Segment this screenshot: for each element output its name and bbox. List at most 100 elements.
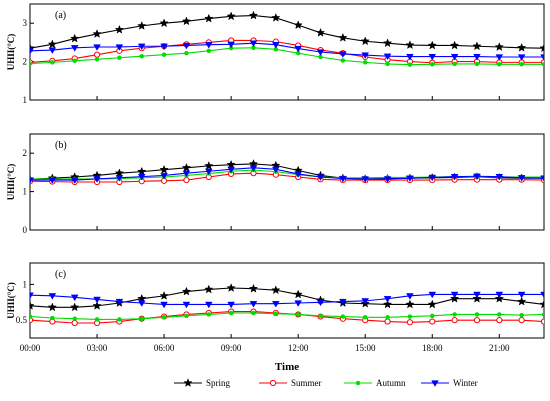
- data-point-winter: [294, 45, 303, 53]
- data-point-winter: [204, 168, 213, 176]
- data-point-winter: [428, 53, 437, 61]
- data-point-winter: [517, 175, 526, 182]
- data-point-winter: [406, 53, 414, 61]
- data-point-autumn: [139, 316, 144, 321]
- data-point-winter: [93, 296, 101, 304]
- data-point-winter: [227, 301, 235, 309]
- data-point-spring: [181, 162, 192, 172]
- data-point-winter: [473, 291, 481, 299]
- data-point-spring: [293, 289, 303, 299]
- data-point-autumn: [430, 313, 435, 319]
- data-point-spring: [293, 20, 303, 30]
- data-point-winter: [361, 298, 370, 305]
- y-axis-label: UHII(°C): [6, 282, 16, 319]
- data-point-winter: [339, 298, 347, 306]
- data-point-winter: [249, 301, 258, 308]
- data-point-summer: [429, 318, 436, 325]
- legend-item-spring: Spring: [174, 378, 231, 388]
- data-point-spring: [315, 27, 326, 37]
- series-group: [30, 10, 544, 67]
- series-line-winter: [30, 167, 544, 181]
- data-point-winter: [93, 176, 101, 183]
- data-point-spring: [92, 300, 102, 310]
- data-point-autumn: [385, 61, 390, 67]
- data-point-summer: [406, 319, 414, 326]
- data-point-spring: [248, 10, 259, 20]
- data-point-winter: [450, 53, 459, 61]
- x-tick-label: 00:00: [20, 343, 41, 353]
- data-point-spring: [405, 299, 415, 309]
- panels-layer: 1 2 3 UHII(°C) (a) 0 1 2 UHII(°C) (b) 0.5 1 UHII(°C)…: [6, 3, 545, 339]
- data-point-autumn: [407, 314, 413, 319]
- data-point-autumn: [30, 314, 33, 319]
- data-point-winter: [361, 52, 370, 59]
- legend-label: Autumn: [376, 378, 406, 388]
- data-point-winter: [271, 42, 280, 49]
- data-point-winter: [30, 48, 34, 55]
- x-tick-label: 03:00: [87, 343, 108, 353]
- data-point-autumn: [206, 312, 212, 317]
- data-point-autumn: [340, 314, 346, 319]
- data-point-autumn: [50, 60, 55, 65]
- data-point-winter: [540, 175, 544, 183]
- series-line-spring: [30, 287, 544, 308]
- x-tick-label: 06:00: [154, 343, 175, 353]
- data-point-autumn: [251, 310, 256, 316]
- data-point-spring: [159, 164, 169, 174]
- data-point-winter: [30, 177, 34, 184]
- data-point-summer: [71, 319, 78, 327]
- data-point-winter: [383, 296, 392, 303]
- data-point-winter: [406, 293, 414, 300]
- data-point-winter: [93, 44, 101, 51]
- data-point-spring: [47, 39, 57, 49]
- data-point-winter: [70, 45, 79, 52]
- y-axis-label: UHII(°C): [6, 34, 16, 71]
- data-point-spring: [427, 299, 437, 309]
- y-tick-label: 0: [23, 225, 28, 235]
- data-point-autumn: [362, 315, 368, 320]
- data-point-winter: [249, 165, 258, 172]
- data-point-autumn: [541, 62, 544, 67]
- data-point-winter: [160, 43, 168, 51]
- data-point-autumn: [497, 312, 502, 317]
- data-point-winter: [48, 293, 57, 300]
- data-point-spring: [204, 13, 214, 23]
- data-point-autumn: [430, 62, 435, 67]
- data-point-winter: [137, 43, 146, 51]
- data-point-winter: [361, 176, 370, 183]
- data-point-autumn: [273, 311, 279, 316]
- series-line-summer: [30, 39, 544, 64]
- data-point-winter: [160, 172, 168, 180]
- data-point-autumn: [117, 317, 122, 322]
- data-point-spring: [204, 284, 214, 294]
- data-point-spring: [539, 43, 544, 53]
- series-line-spring: [30, 14, 544, 49]
- panel-label: (a): [55, 10, 66, 21]
- x-tick-label: 09:00: [221, 343, 242, 353]
- series-line-summer: [30, 311, 544, 324]
- legend-label: Summer: [291, 378, 322, 388]
- data-point-spring: [137, 166, 147, 176]
- legend-marker: [355, 380, 361, 386]
- y-tick-label: 2: [23, 148, 28, 158]
- data-point-summer: [30, 317, 34, 324]
- plot-frame: [29, 3, 545, 101]
- panel-label: (b): [55, 140, 67, 151]
- data-point-winter: [271, 301, 280, 308]
- y-tick-label: 0.5: [16, 315, 28, 325]
- data-point-winter: [294, 300, 303, 307]
- data-point-winter: [137, 173, 146, 181]
- data-point-winter: [473, 53, 481, 61]
- data-point-autumn: [452, 312, 457, 317]
- data-point-spring: [70, 33, 80, 43]
- series-line-summer: [30, 172, 544, 183]
- data-point-autumn: [497, 62, 502, 67]
- data-point-autumn: [206, 48, 212, 54]
- data-point-spring: [472, 41, 482, 51]
- data-point-spring: [204, 160, 214, 170]
- data-point-winter: [271, 166, 280, 174]
- data-point-winter: [30, 292, 34, 300]
- data-point-autumn: [50, 315, 55, 321]
- data-point-autumn: [407, 62, 413, 67]
- data-point-spring: [47, 302, 58, 312]
